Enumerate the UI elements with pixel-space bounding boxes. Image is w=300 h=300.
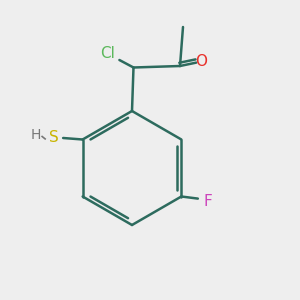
Text: Cl: Cl <box>100 46 116 62</box>
Text: O: O <box>196 54 208 69</box>
Text: S: S <box>49 130 59 146</box>
Text: F: F <box>203 194 212 208</box>
Text: H: H <box>31 128 41 142</box>
